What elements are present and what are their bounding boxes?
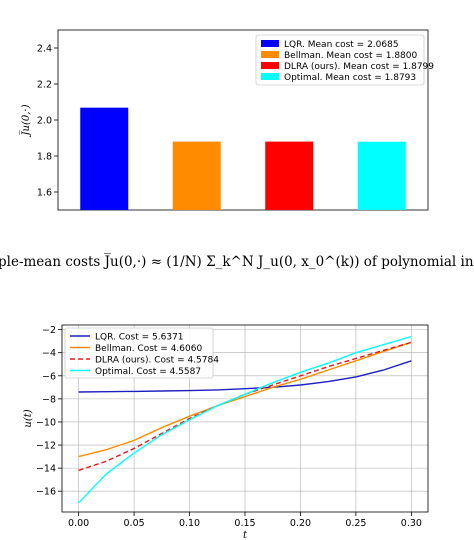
line-series-1: [78, 360, 412, 393]
figure-caption: ple-mean costs J̅u(0,·) ≈ (1/N) Σ_k^N J_…: [0, 254, 474, 270]
bar-legend-box: [255, 34, 425, 86]
line-x-tick-label: 0.20: [290, 518, 311, 529]
line-legend-label: Bellman. Cost = 4.6060: [95, 344, 202, 354]
line-legend-label: LQR. Cost = 5.6371: [95, 333, 184, 343]
line-y-tick-label: −10: [36, 417, 56, 428]
line-x-tick-label: 0.30: [401, 518, 422, 529]
bar-y-tick-label: 2.4: [37, 44, 52, 55]
line-legend-label: Optimal. Cost = 4.5587: [95, 367, 201, 377]
bar-legend-label: Bellman. Mean cost = 1.8800: [284, 51, 418, 61]
line-x-axis-label: t: [243, 530, 248, 540]
line-legend-box: [64, 327, 214, 379]
bar-y-axis-label: J̅u(0,·): [20, 104, 32, 137]
bar-legend-label: Optimal. Mean cost = 1.8793: [284, 73, 416, 83]
line-series-3: [78, 341, 412, 472]
line-x-tick-label: 0.00: [68, 518, 89, 529]
bar-y-tick-label: 2.0: [37, 116, 52, 127]
bar-1: [80, 107, 129, 210]
line-legend-label: DLRA (ours). Cost = 4.5784: [95, 356, 219, 366]
line-y-tick-label: −4: [42, 348, 56, 359]
bar-legend-swatch: [261, 62, 279, 69]
bar-chart: 1.6 1.8 2.0 2.2 2.4 J̅u(0,·) LQR. Mean cost = …: [20, 29, 434, 211]
bar-y-tick-label: 1.6: [37, 188, 52, 199]
line-x-tick-label: 0.05: [124, 518, 145, 529]
bar-3: [265, 141, 314, 210]
bar-y-tick-label: 2.2: [37, 80, 52, 91]
line-x-tick-label: 0.10: [179, 518, 200, 529]
line-x-tick-label: 0.15: [234, 518, 255, 529]
line-series-4: [78, 335, 412, 504]
bar-legend-swatch: [261, 73, 279, 80]
line-y-tick-label: −6: [42, 371, 56, 382]
line-chart: 0.00 0.05 0.10 0.15 0.20 0.25 0.30 −16 −14 −12 −10…: [23, 324, 429, 540]
bar-legend-label: DLRA (ours). Mean cost = 1.8799: [284, 62, 434, 72]
bar-y-tick-label: 1.8: [37, 152, 52, 163]
line-y-tick-label: −2: [42, 325, 56, 336]
line-y-tick-label: −12: [36, 441, 56, 452]
line-y-axis-label: u(t): [23, 409, 34, 427]
bar-2: [172, 141, 221, 210]
bar-legend-label: LQR. Mean cost = 2.0685: [284, 40, 399, 50]
line-y-tick-label: −16: [36, 487, 56, 498]
bar-legend-swatch: [261, 51, 279, 58]
bar-legend-swatch: [261, 40, 279, 47]
line-series-2: [78, 341, 412, 458]
line-x-tick-label: 0.25: [345, 518, 366, 529]
line-plot-frame: [61, 324, 429, 513]
line-y-tick-label: −8: [42, 394, 56, 405]
bar-4: [357, 141, 406, 210]
line-y-tick-label: −14: [36, 464, 56, 475]
